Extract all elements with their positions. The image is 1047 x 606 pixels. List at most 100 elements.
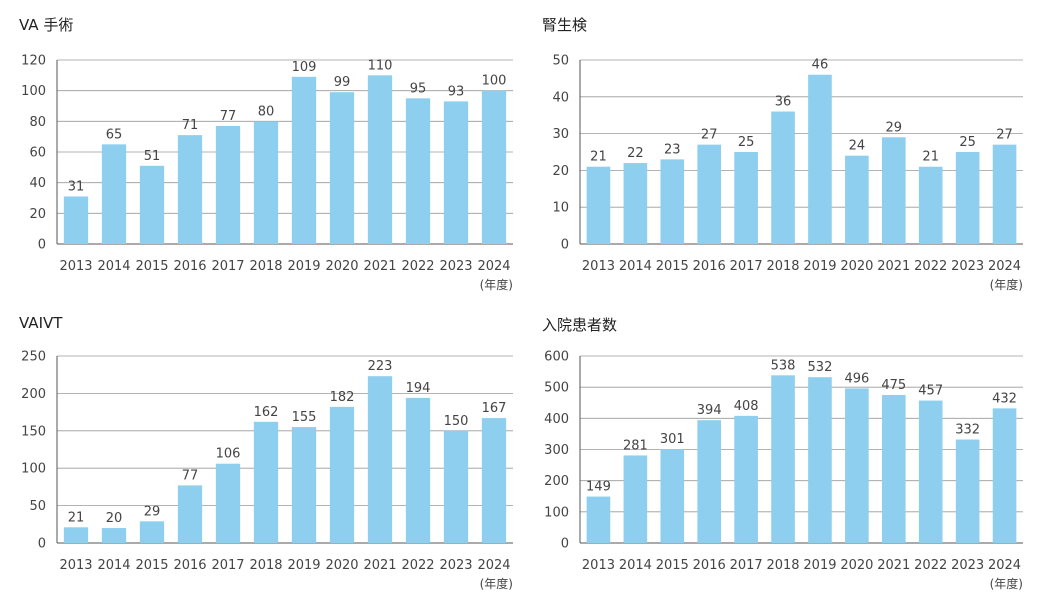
x-tick-label: 2019 (287, 558, 320, 573)
bar (367, 75, 393, 244)
chart-title: VAIVT (19, 314, 63, 332)
x-unit-label: (年度) (480, 576, 513, 591)
bar (443, 430, 469, 543)
y-tick-label: 300 (544, 443, 569, 458)
y-tick-label: 50 (29, 499, 46, 514)
y-tick-label: 100 (544, 505, 569, 520)
bar (881, 394, 906, 543)
bar (771, 375, 795, 543)
x-tick-label: 2016 (173, 259, 206, 274)
y-tick-label: 10 (552, 201, 569, 216)
chart-title: VA 手術 (19, 16, 74, 34)
x-unit-label: (年度) (480, 277, 513, 292)
x-tick-label: 2020 (325, 558, 358, 573)
x-tick-label: 2014 (619, 259, 652, 274)
x-tick-label: 2022 (401, 259, 434, 274)
bar (660, 449, 685, 543)
x-tick-label: 2024 (988, 558, 1021, 573)
bar (329, 406, 355, 543)
x-tick-label: 2014 (97, 259, 130, 274)
x-tick-label: 2014 (97, 558, 130, 573)
x-unit-label: (年度) (990, 277, 1023, 292)
x-tick-label: 2014 (619, 558, 652, 573)
data-label: 36 (775, 95, 792, 110)
data-label: 150 (444, 414, 469, 429)
bar (808, 377, 832, 543)
data-label: 332 (955, 423, 980, 438)
x-tick-label: 2018 (249, 558, 282, 573)
bar (101, 528, 127, 543)
x-tick-label: 2013 (59, 259, 92, 274)
bar (177, 485, 203, 543)
x-tick-label: 2015 (135, 558, 168, 573)
bar-chart: 0 10 20 30 40 50 21 2013 22 2014 23 2015 27 2016 25 201… (552, 54, 1023, 292)
x-tick-label: 2018 (766, 259, 799, 274)
data-label: 77 (220, 109, 237, 124)
data-label: 21 (590, 150, 607, 165)
chart-title: 入院患者数 (542, 316, 618, 334)
y-tick-label: 30 (552, 127, 569, 142)
bar-chart: 0 100 200 300 400 500 600 149 2013 281 2014 301 2015… (544, 350, 1023, 591)
x-tick-label: 2023 (951, 259, 984, 274)
data-label: 281 (623, 438, 648, 453)
data-label: 457 (918, 384, 943, 399)
bar (253, 421, 279, 543)
x-tick-label: 2013 (582, 259, 615, 274)
x-tick-label: 2020 (840, 259, 873, 274)
x-tick-label: 2015 (656, 259, 689, 274)
data-label: 475 (881, 378, 906, 393)
x-tick-label: 2023 (439, 558, 472, 573)
bar (623, 455, 648, 543)
data-label: 29 (886, 120, 903, 135)
bar (443, 101, 469, 245)
bar (405, 397, 431, 543)
bar (405, 98, 431, 244)
x-unit-label: (年度) (990, 576, 1023, 591)
bar (734, 415, 758, 543)
data-label: 93 (448, 84, 465, 99)
data-label: 77 (182, 468, 199, 483)
data-label: 71 (182, 118, 199, 133)
data-label: 394 (697, 403, 722, 418)
bar (63, 196, 89, 244)
x-tick-label: 2022 (914, 259, 947, 274)
x-tick-label: 2015 (135, 259, 168, 274)
bar (845, 155, 869, 244)
data-label: 25 (738, 135, 755, 150)
data-label: 25 (959, 135, 976, 150)
data-label: 408 (734, 399, 759, 414)
x-tick-label: 2018 (249, 259, 282, 274)
bar (881, 137, 906, 244)
bar (291, 76, 317, 244)
y-tick-label: 60 (29, 146, 46, 161)
bar (367, 376, 393, 543)
x-tick-label: 2017 (211, 259, 244, 274)
bar (734, 152, 758, 244)
bar (623, 163, 648, 244)
x-tick-label: 2023 (951, 558, 984, 573)
y-tick-label: 40 (29, 176, 46, 191)
y-tick-label: 0 (561, 537, 569, 552)
x-tick-label: 2021 (877, 558, 910, 573)
bar (992, 144, 1017, 244)
bar (845, 388, 869, 543)
y-tick-label: 80 (29, 115, 46, 130)
bar (697, 420, 722, 543)
x-tick-label: 2013 (582, 558, 615, 573)
x-tick-label: 2017 (730, 558, 763, 573)
x-tick-label: 2019 (803, 558, 836, 573)
bar (697, 144, 722, 244)
data-label: 149 (586, 480, 611, 495)
data-label: 23 (664, 142, 681, 157)
data-label: 21 (922, 150, 939, 165)
data-label: 27 (996, 128, 1013, 143)
data-label: 22 (627, 146, 644, 161)
y-tick-label: 50 (552, 54, 569, 69)
x-tick-label: 2019 (803, 259, 836, 274)
chart-panel-va-surgery: VA 手術 0 20 40 60 80 100 120 31 2013 65 2014 51 2015 7… (0, 0, 523, 300)
y-tick-label: 200 (21, 387, 46, 402)
y-tick-label: 40 (552, 90, 569, 105)
bar-chart: 0 20 40 60 80 100 120 31 2013 65 2014 51 2015 71 2016 7… (21, 54, 513, 292)
x-tick-label: 2016 (693, 558, 726, 573)
y-tick-label: 20 (29, 207, 46, 222)
